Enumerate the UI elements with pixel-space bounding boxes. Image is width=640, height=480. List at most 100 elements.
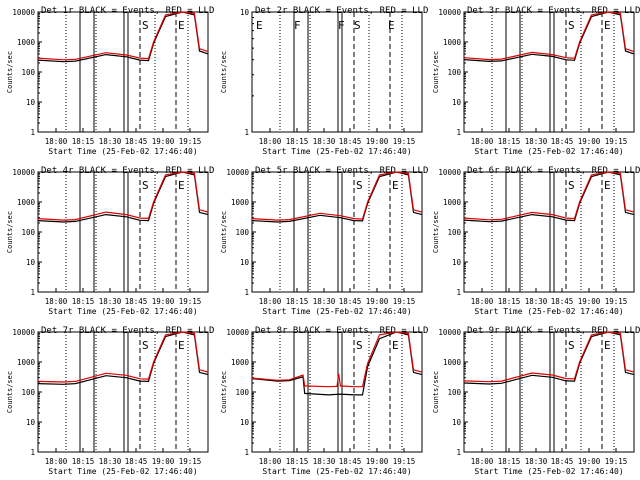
chart-title: Det 4r BLACK = Events, RED = LLD	[41, 166, 214, 176]
y-tick-label: 100	[21, 228, 35, 237]
y-tick-label: 100	[235, 228, 249, 237]
panel-2: Det 2r BLACK = Events, RED = LLD 1 10 Count…	[220, 6, 428, 156]
event-marker: S	[568, 339, 575, 352]
x-tick-label: 18:00	[471, 297, 494, 306]
x-tick-label: 19:00	[578, 457, 601, 466]
y-tick-label: 10000	[226, 168, 249, 177]
x-tick-label: 18:30	[525, 297, 548, 306]
x-tick-label: 19:15	[179, 297, 202, 306]
y-tick-label: 100	[21, 68, 35, 77]
y-tick-label: 1000	[231, 198, 250, 207]
y-tick-label: 10	[26, 418, 36, 427]
x-tick-label: 18:45	[551, 457, 574, 466]
series-lld-line	[463, 331, 635, 383]
y-tick-label: 1	[456, 288, 461, 297]
y-tick-label: 1	[456, 448, 461, 457]
event-marker: S	[354, 19, 361, 32]
event-marker: S	[142, 179, 149, 192]
x-tick-label: 19:00	[152, 457, 175, 466]
x-axis-label: Start Time (25-Feb-02 17:46:40)	[262, 307, 411, 316]
event-marker: E	[178, 19, 185, 32]
x-tick-label: 18:15	[498, 297, 521, 306]
y-tick-label: 1	[30, 288, 35, 297]
y-tick-label: 1000	[17, 198, 36, 207]
x-tick-label: 18:45	[339, 297, 362, 306]
chart-title: Det 6r BLACK = Events, RED = LLD	[467, 166, 640, 176]
event-marker: E	[604, 339, 611, 352]
chart-title: Det 1r BLACK = Events, RED = LLD	[41, 6, 214, 16]
x-tick-label: 18:45	[125, 137, 148, 146]
x-tick-label: 18:45	[339, 137, 362, 146]
y-axis-label: Counts/sec	[220, 51, 228, 93]
panel-6: Det 6r BLACK = Events, RED = LLD 1 10 100 10…	[432, 166, 640, 316]
y-tick-label: 10	[452, 258, 462, 267]
y-tick-label: 10	[452, 418, 462, 427]
panel-4: Det 4r BLACK = Events, RED = LLD 1 10 100 10…	[6, 166, 214, 316]
x-axis-label: Start Time (25-Feb-02 17:46:40)	[48, 147, 197, 156]
y-tick-label: 1000	[17, 38, 36, 47]
event-marker: S	[356, 179, 363, 192]
y-tick-label: 10	[452, 98, 462, 107]
x-tick-label: 18:30	[313, 137, 336, 146]
x-axis-label: Start Time (25-Feb-02 17:46:40)	[262, 467, 411, 476]
y-tick-label: 1	[30, 448, 35, 457]
x-tick-label: 19:00	[366, 137, 389, 146]
series-lld-line	[251, 331, 423, 388]
event-marker: S	[568, 19, 575, 32]
x-axis-label: Start Time (25-Feb-02 17:46:40)	[474, 307, 623, 316]
y-axis-label: Counts/sec	[6, 211, 14, 253]
x-tick-label: 18:00	[45, 137, 68, 146]
y-tick-label: 1000	[443, 38, 462, 47]
event-marker: S	[356, 339, 363, 352]
x-tick-label: 18:45	[125, 297, 148, 306]
y-tick-label: 10000	[438, 168, 461, 177]
y-axis-label: Counts/sec	[432, 211, 440, 253]
x-tick-label: 18:00	[471, 137, 494, 146]
y-tick-label: 10000	[12, 168, 35, 177]
x-tick-label: 19:15	[605, 137, 628, 146]
y-tick-label: 100	[447, 388, 461, 397]
x-tick-label: 19:00	[578, 137, 601, 146]
chart-title: Det 2r BLACK = Events, RED = LLD	[255, 6, 428, 16]
x-tick-label: 18:45	[551, 297, 574, 306]
x-tick-label: 19:00	[366, 457, 389, 466]
chart-title: Det 7r BLACK = Events, RED = LLD	[41, 326, 214, 336]
y-tick-label: 1	[244, 288, 249, 297]
x-tick-label: 18:30	[525, 137, 548, 146]
y-axis-label: Counts/sec	[432, 371, 440, 413]
x-tick-label: 19:00	[578, 297, 601, 306]
y-tick-label: 10	[26, 258, 36, 267]
x-tick-label: 18:30	[525, 457, 548, 466]
panel-9: Det 9r BLACK = Events, RED = LLD 1 10 100 10…	[432, 326, 640, 476]
y-axis-label: Counts/sec	[6, 371, 14, 413]
y-tick-label: 1	[456, 128, 461, 137]
x-tick-label: 18:15	[498, 137, 521, 146]
x-tick-label: 18:00	[259, 297, 282, 306]
y-tick-label: 1000	[443, 198, 462, 207]
plot-frame	[251, 11, 423, 133]
x-tick-label: 18:30	[313, 457, 336, 466]
chart-title: Det 8r BLACK = Events, RED = LLD	[255, 326, 428, 336]
y-tick-label: 10000	[12, 8, 35, 17]
event-marker: F	[338, 19, 345, 32]
y-tick-label: 1000	[443, 358, 462, 367]
panel-1: Det 1r BLACK = Events, RED = LLD 1 10 100 10…	[6, 6, 214, 156]
event-marker: E	[256, 19, 263, 32]
event-marker: E	[392, 339, 399, 352]
y-tick-label: 100	[447, 228, 461, 237]
y-tick-label: 10	[240, 258, 250, 267]
x-tick-label: 18:00	[45, 457, 68, 466]
x-tick-label: 18:15	[72, 457, 95, 466]
y-axis-label: Counts/sec	[432, 51, 440, 93]
x-tick-label: 19:15	[179, 137, 202, 146]
chart-title: Det 9r BLACK = Events, RED = LLD	[467, 326, 640, 336]
series-lld-line	[37, 11, 209, 61]
event-marker: S	[142, 19, 149, 32]
event-marker: E	[604, 179, 611, 192]
x-tick-label: 19:15	[393, 297, 416, 306]
y-tick-label: 1	[244, 128, 249, 137]
series-lld-line	[463, 11, 635, 61]
x-axis-label: Start Time (25-Feb-02 17:46:40)	[48, 467, 197, 476]
x-tick-label: 19:15	[179, 457, 202, 466]
